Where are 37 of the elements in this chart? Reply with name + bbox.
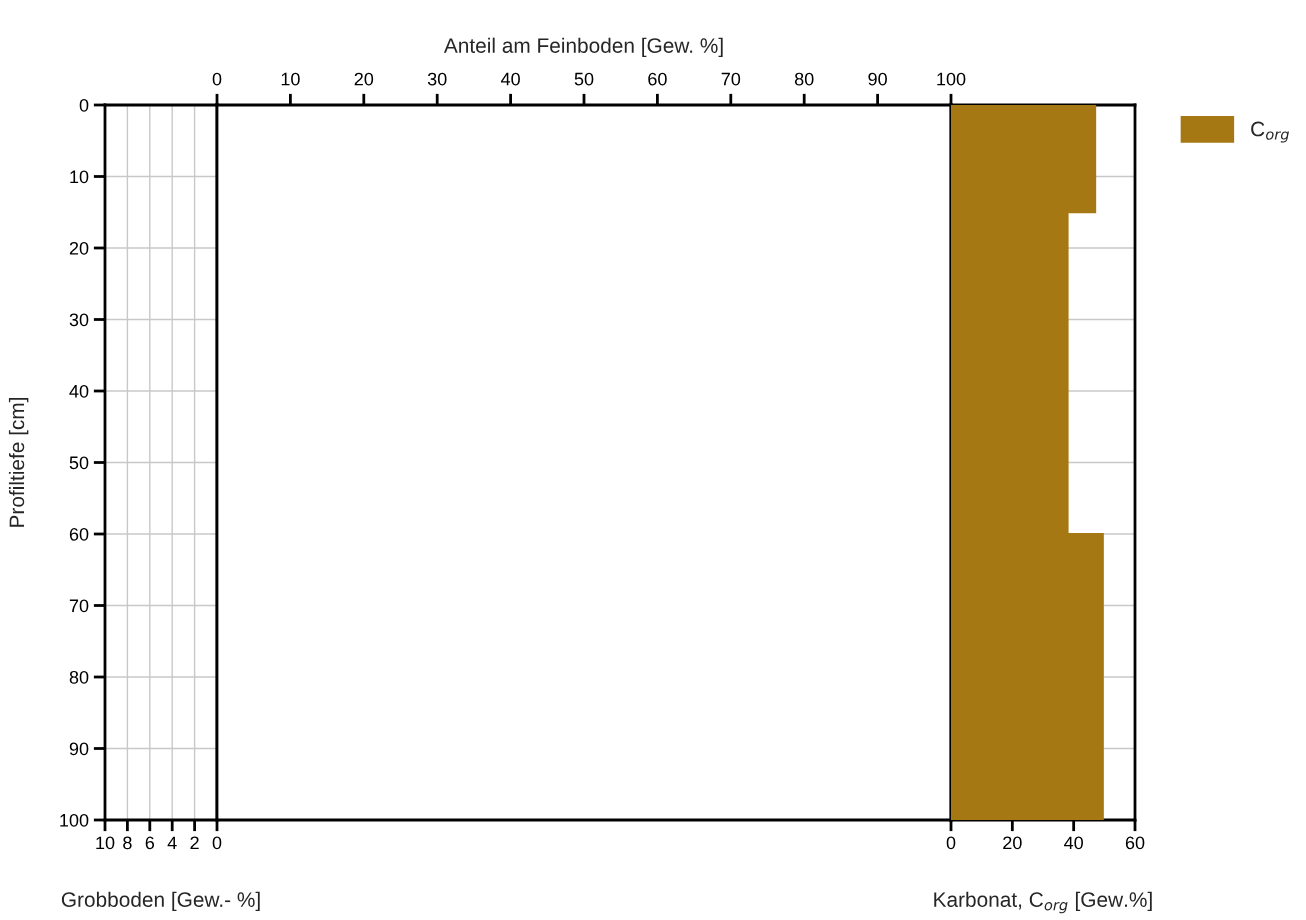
x-axis-title: Grobboden [Gew.- %] [61, 891, 260, 912]
x-tick-label: 6 [145, 836, 155, 850]
x-tick-label: 2 [190, 836, 199, 850]
y-tick-label: 10 [70, 170, 89, 184]
x-tick-label: 20 [1003, 836, 1022, 850]
y-tick-label: 40 [69, 384, 89, 398]
y-tick-label: 30 [69, 313, 89, 327]
x-tick-label: 0 [212, 72, 222, 86]
y-tick-label: 100 [60, 813, 89, 827]
y-tick-label: 0 [79, 98, 89, 112]
legend-label: C$_{org}$ [1251, 121, 1289, 143]
x-tick-label: 8 [123, 836, 132, 850]
x-tick-label: 80 [794, 72, 814, 86]
y-tick-label: 90 [69, 742, 89, 756]
x-tick-label: 10 [96, 836, 115, 850]
x-tick-label: 60 [648, 72, 667, 86]
x-tick-label: 10 [281, 72, 300, 86]
x-tick-label: 100 [937, 72, 966, 86]
x-tick-label: 90 [868, 72, 887, 86]
y-tick-label: 20 [69, 241, 89, 255]
x-tick-label: 0 [212, 836, 222, 850]
x-tick-label: 50 [574, 72, 594, 86]
y-tick-label: 50 [69, 456, 89, 470]
y-tick-label: 80 [69, 670, 89, 684]
x-axis-title: Karbonat, C$_{org}$ [Gew.%] [934, 891, 1152, 914]
x-tick-label: 0 [946, 836, 956, 850]
y-axis-title: Profiltiefe [cm] [8, 397, 29, 527]
x-tick-label: 70 [721, 72, 741, 86]
x-axis-title: Anteil am Feinboden [Gew. %] [443, 37, 723, 58]
x-tick-label: 40 [500, 72, 520, 86]
y-tick-label: 70 [69, 599, 89, 613]
x-tick-label: 4 [167, 836, 177, 850]
x-tick-label: 20 [354, 72, 374, 86]
x-tick-label: 40 [1064, 836, 1083, 850]
y-tick-label: 60 [69, 527, 89, 541]
x-tick-label: 30 [427, 72, 447, 86]
x-tick-label: 60 [1125, 836, 1145, 850]
